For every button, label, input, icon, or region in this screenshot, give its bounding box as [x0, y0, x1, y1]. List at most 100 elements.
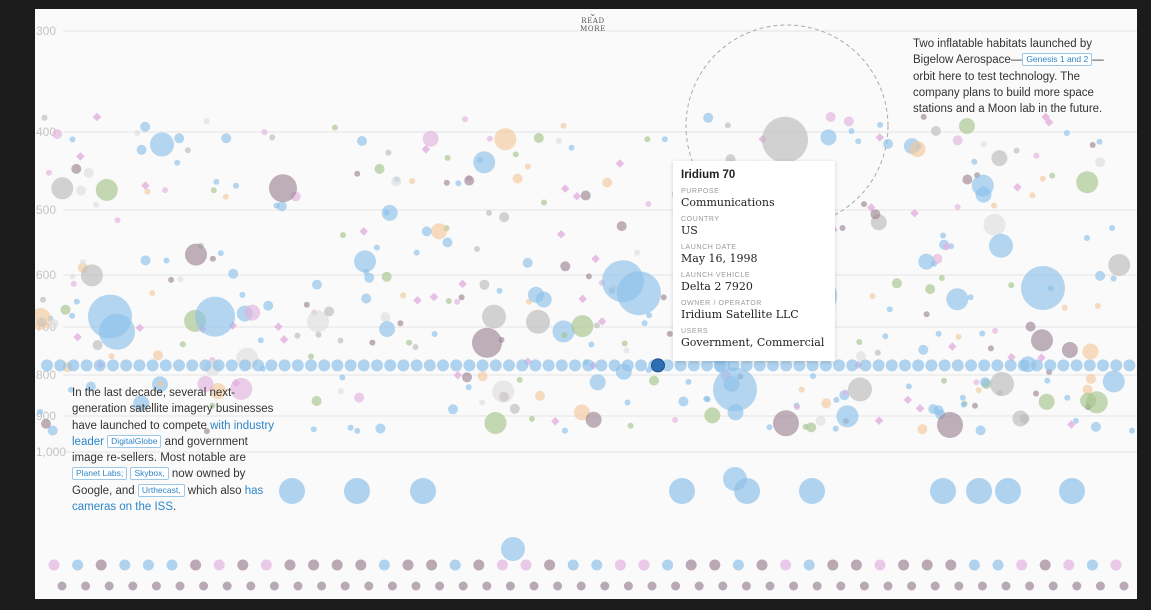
- satellite-point[interactable]: [602, 177, 613, 188]
- satellite-point[interactable]: [505, 581, 515, 591]
- satellite-point[interactable]: [973, 379, 980, 386]
- satellite-point[interactable]: [1080, 392, 1097, 409]
- satellite-point[interactable]: [40, 296, 46, 303]
- satellite-point[interactable]: [576, 581, 586, 591]
- satellite-point[interactable]: [905, 383, 912, 390]
- iridium-satellite[interactable]: [872, 359, 885, 372]
- satellite-point[interactable]: [967, 294, 974, 301]
- satellite-point[interactable]: [363, 268, 370, 275]
- satellite-point[interactable]: [529, 581, 539, 591]
- satellite-point[interactable]: [317, 581, 327, 591]
- satellite-point[interactable]: [627, 422, 634, 429]
- satellite-point[interactable]: [1064, 394, 1071, 401]
- iridium-satellite[interactable]: [925, 359, 938, 372]
- satellite-point[interactable]: [877, 121, 883, 128]
- satellite-point[interactable]: [832, 425, 839, 432]
- satellite-point[interactable]: [357, 136, 367, 146]
- iridium-satellite[interactable]: [661, 359, 674, 372]
- satellite-point-diamond[interactable]: [572, 191, 582, 201]
- satellite-point[interactable]: [337, 337, 344, 344]
- satellite-point[interactable]: [163, 257, 170, 264]
- satellite-point[interactable]: [261, 129, 268, 136]
- iridium-satellite[interactable]: [67, 359, 80, 372]
- satellite-point[interactable]: [678, 396, 689, 407]
- satellite-point[interactable]: [421, 226, 432, 237]
- satellite-point[interactable]: [151, 581, 161, 591]
- satellite-point[interactable]: [959, 118, 975, 134]
- satellite-point[interactable]: [756, 559, 768, 571]
- satellite-point[interactable]: [1072, 581, 1082, 591]
- satellite-point[interactable]: [573, 404, 590, 421]
- satellite-point[interactable]: [1016, 559, 1028, 571]
- iridium-satellite[interactable]: [371, 359, 383, 372]
- link-cameras-iss[interactable]: has cameras on the ISS: [72, 484, 264, 514]
- iridium-satellite[interactable]: [674, 359, 687, 372]
- satellite-point[interactable]: [552, 320, 575, 343]
- satellite-point[interactable]: [279, 478, 305, 504]
- satellite-point[interactable]: [1086, 559, 1098, 571]
- tag-urthecast[interactable]: Urthecast,: [137, 483, 185, 497]
- satellite-point[interactable]: [67, 386, 74, 393]
- tag-digitalglobe[interactable]: DigitalGlobe: [107, 434, 162, 448]
- satellite-point[interactable]: [930, 478, 956, 504]
- satellite-point[interactable]: [646, 312, 653, 319]
- iridium-satellite[interactable]: [199, 359, 212, 372]
- satellite-point[interactable]: [930, 126, 941, 136]
- satellite-point[interactable]: [703, 112, 714, 123]
- satellite-point[interactable]: [580, 190, 591, 201]
- satellite-point[interactable]: [661, 136, 668, 143]
- satellite-point[interactable]: [694, 581, 704, 591]
- satellite-point[interactable]: [1019, 413, 1030, 424]
- satellite-point[interactable]: [1082, 384, 1093, 395]
- satellite-point-diamond[interactable]: [274, 322, 283, 331]
- satellite-point[interactable]: [660, 294, 667, 301]
- tag-skybox[interactable]: Skybox,: [130, 467, 169, 481]
- satellite-point[interactable]: [561, 427, 568, 434]
- satellite-point[interactable]: [140, 255, 151, 266]
- satellite-point[interactable]: [909, 141, 926, 158]
- satellite-point[interactable]: [524, 163, 531, 170]
- satellite-point[interactable]: [1129, 427, 1135, 434]
- satellite-point[interactable]: [496, 559, 508, 571]
- satellite-point[interactable]: [571, 315, 594, 338]
- satellite-point[interactable]: [51, 177, 74, 200]
- satellite-point[interactable]: [723, 467, 747, 491]
- iridium-satellite[interactable]: [542, 359, 555, 372]
- satellite-point-diamond[interactable]: [915, 404, 925, 413]
- satellite-point[interactable]: [624, 399, 631, 406]
- satellite-point[interactable]: [294, 332, 301, 339]
- iridium-satellite[interactable]: [186, 359, 199, 372]
- iridium-satellite[interactable]: [714, 359, 727, 372]
- satellite-point-diamond[interactable]: [141, 181, 150, 190]
- satellite-point[interactable]: [533, 133, 544, 143]
- satellite-point[interactable]: [108, 353, 115, 360]
- satellite-point-diamond[interactable]: [1013, 182, 1022, 192]
- satellite-point[interactable]: [203, 118, 210, 125]
- iridium-satellite[interactable]: [225, 359, 238, 372]
- satellite-point[interactable]: [990, 372, 1014, 396]
- iridium-satellite[interactable]: [1004, 359, 1017, 372]
- satellite-point[interactable]: [426, 559, 438, 571]
- satellite-point[interactable]: [815, 415, 826, 426]
- satellite-point[interactable]: [361, 293, 372, 304]
- satellite-point[interactable]: [175, 581, 185, 591]
- iridium-satellite[interactable]: [397, 359, 410, 372]
- satellite-point-diamond[interactable]: [1007, 352, 1016, 362]
- satellite-point[interactable]: [413, 249, 420, 256]
- satellite-point[interactable]: [560, 122, 567, 129]
- satellite-point[interactable]: [789, 581, 799, 591]
- iridium-satellite[interactable]: [621, 359, 634, 372]
- satellite-point[interactable]: [355, 559, 367, 571]
- satellite-point[interactable]: [391, 176, 402, 187]
- satellite-point[interactable]: [276, 201, 287, 212]
- satellite-point[interactable]: [48, 559, 60, 571]
- satellite-point-diamond[interactable]: [429, 292, 439, 302]
- satellite-point[interactable]: [954, 581, 964, 591]
- satellite-point[interactable]: [379, 321, 396, 337]
- satellite-point[interactable]: [492, 380, 515, 403]
- satellite-point[interactable]: [209, 255, 216, 262]
- satellite-point[interactable]: [354, 250, 376, 273]
- satellite-point[interactable]: [1031, 329, 1053, 352]
- satellite-point-diamond[interactable]: [92, 112, 102, 122]
- satellite-point[interactable]: [937, 412, 963, 438]
